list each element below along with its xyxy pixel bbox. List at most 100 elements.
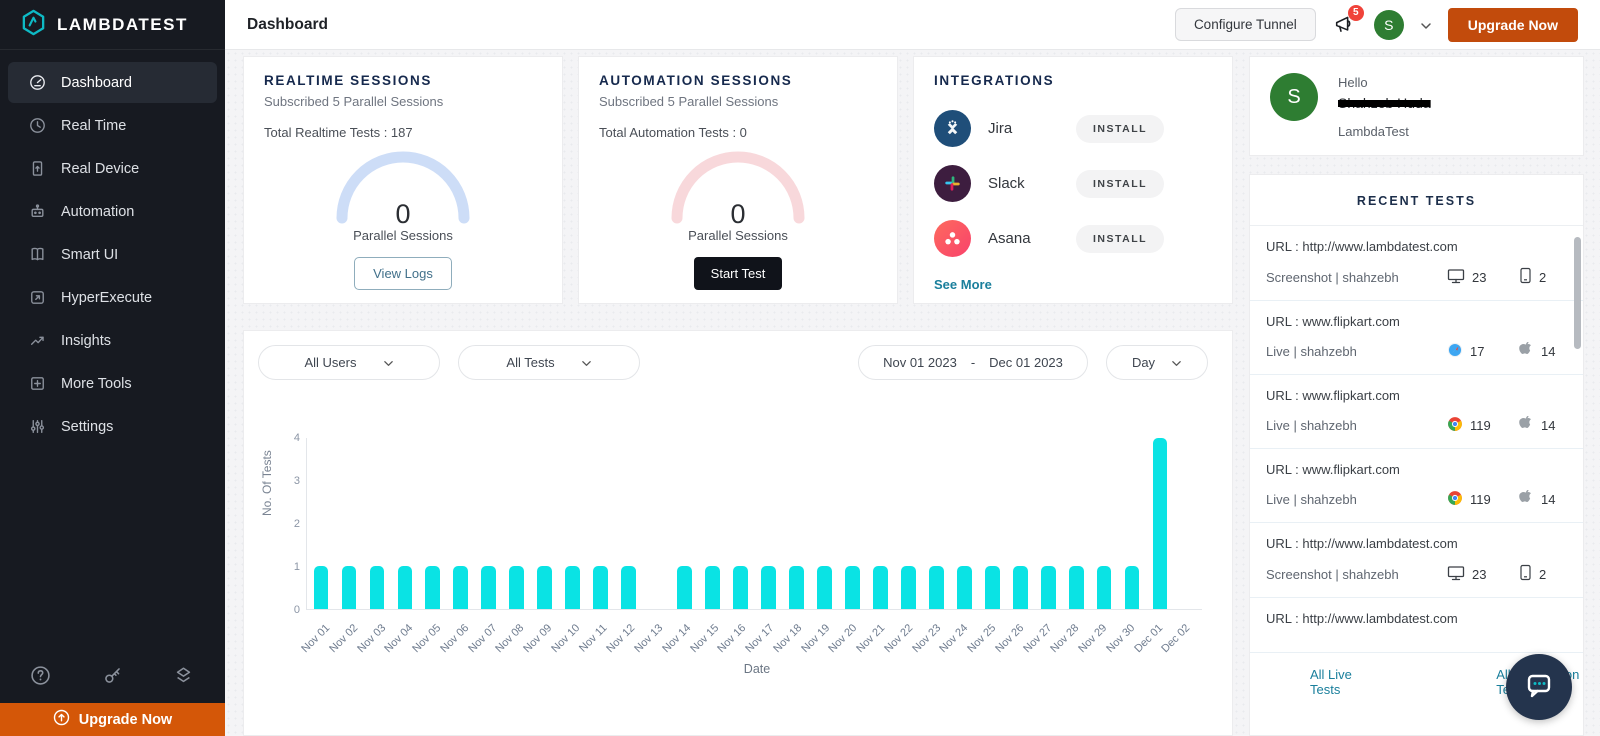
- user-name-redacted: Shahzeb Huda: [1338, 94, 1431, 111]
- avatar[interactable]: S: [1373, 9, 1404, 40]
- book-icon: [28, 246, 46, 264]
- bar-nov-26: [1010, 438, 1030, 609]
- chevron-down-icon[interactable]: [1420, 19, 1432, 31]
- arrow-up-circle-icon: [53, 709, 70, 730]
- see-more-link[interactable]: See More: [934, 277, 992, 292]
- integration-row: Jira INSTALL: [934, 110, 1212, 147]
- sidebar-item-smart-ui[interactable]: Smart UI: [8, 234, 217, 275]
- stat-value: 23: [1472, 269, 1487, 285]
- bar-nov-08: [507, 438, 527, 609]
- announcements-button[interactable]: 5: [1332, 4, 1364, 38]
- bar-nov-12: [619, 438, 639, 609]
- sidebar-item-label: Real Time: [61, 117, 127, 134]
- sidebar-item-label: HyperExecute: [61, 289, 153, 306]
- card-title: REALTIME SESSIONS: [264, 73, 432, 88]
- all-live-tests-link[interactable]: All Live Tests: [1310, 667, 1352, 697]
- chat-widget-button[interactable]: [1506, 654, 1572, 720]
- x-axis-title: Date: [743, 662, 771, 676]
- bar-nov-02: [339, 438, 359, 609]
- recent-test-row[interactable]: URL : http://www.lambdatest.com Screensh…: [1250, 523, 1583, 598]
- bar-nov-23: [926, 438, 946, 609]
- bar-nov-11: [591, 438, 611, 609]
- bar-nov-05: [423, 438, 443, 609]
- scrollbar-thumb[interactable]: [1574, 237, 1581, 349]
- bar-nov-14: [675, 438, 695, 609]
- recent-test-row[interactable]: URL : http://www.lambdatest.com: [1250, 598, 1583, 653]
- bar-nov-28: [1066, 438, 1086, 609]
- sidebar-item-real-time[interactable]: Real Time: [8, 105, 217, 146]
- recent-test-meta: Screenshot | shahzebh: [1266, 269, 1399, 285]
- integrations-card: INTEGRATIONS Jira INSTALL Slack INSTALL …: [913, 56, 1233, 304]
- asana-icon: [934, 220, 971, 257]
- integration-row: Asana INSTALL: [934, 220, 1212, 257]
- recent-tests-title: RECENT TESTS: [1250, 175, 1583, 226]
- recent-test-row[interactable]: URL : www.flipkart.com Live | shahzebh 1…: [1250, 375, 1583, 449]
- notification-badge: 5: [1347, 4, 1364, 21]
- x-axis-labels: Nov 01 Nov 02 Nov 03 Nov 04 Nov 05 Nov 06 Nov …: [299, 610, 1202, 662]
- card-title: INTEGRATIONS: [934, 73, 1055, 88]
- chrome-icon: [1447, 416, 1463, 435]
- recent-test-row[interactable]: URL : http://www.lambdatest.com Screensh…: [1250, 226, 1583, 301]
- date-range-picker[interactable]: Nov 01 2023 - Dec 01 2023: [858, 345, 1088, 380]
- recent-test-url: URL : http://www.lambdatest.com: [1266, 239, 1458, 254]
- bar-nov-29: [1094, 438, 1114, 609]
- mobile-icon: [1519, 564, 1532, 584]
- tests-chart-card: All Users All Tests Nov 01 2023 - Dec 01…: [243, 330, 1233, 736]
- configure-tunnel-button[interactable]: Configure Tunnel: [1174, 8, 1316, 41]
- sidebar-item-dashboard[interactable]: Dashboard: [8, 62, 217, 103]
- stat-value: 2: [1539, 566, 1547, 582]
- all-users-dropdown[interactable]: All Users: [258, 345, 440, 380]
- y-axis-ticks: 0 1 2 3 4: [268, 432, 300, 616]
- greeting: Hello: [1338, 75, 1368, 90]
- recent-test-meta: Live | shahzebh: [1266, 418, 1357, 433]
- stat-value: 14: [1541, 418, 1556, 433]
- sidebar-item-real-device[interactable]: Real Device: [8, 148, 217, 189]
- card-subtitle: Subscribed 5 Parallel Sessions: [264, 94, 444, 109]
- bar-nov-20: [842, 438, 862, 609]
- bar-nov-18: [786, 438, 806, 609]
- plus-square-icon: [28, 375, 46, 393]
- recent-test-url: URL : http://www.lambdatest.com: [1266, 611, 1458, 626]
- card-title: AUTOMATION SESSIONS: [599, 73, 793, 88]
- upgrade-now-button[interactable]: Upgrade Now: [1447, 7, 1578, 42]
- key-icon[interactable]: [102, 665, 124, 687]
- install-button[interactable]: INSTALL: [1076, 224, 1165, 253]
- install-button[interactable]: INSTALL: [1076, 169, 1165, 198]
- start-test-button[interactable]: Start Test: [693, 257, 783, 290]
- sidebar-item-hyperexecute[interactable]: HyperExecute: [8, 277, 217, 318]
- recent-test-row[interactable]: URL : www.flipkart.com Live | shahzebh 1…: [1250, 301, 1583, 375]
- bar-nov-01: [311, 438, 331, 609]
- install-button[interactable]: INSTALL: [1076, 114, 1165, 143]
- recent-tests-card: RECENT TESTS URL : http://www.lambdatest…: [1249, 174, 1584, 736]
- bar-dec-01: [1150, 438, 1170, 609]
- sidebar-item-more-tools[interactable]: More Tools: [8, 363, 217, 404]
- bar-nov-07: [479, 438, 499, 609]
- sidebar-item-insights[interactable]: Insights: [8, 320, 217, 361]
- all-tests-dropdown[interactable]: All Tests: [458, 345, 640, 380]
- realtime-sessions-card: REALTIME SESSIONS Subscribed 5 Parallel …: [243, 56, 563, 304]
- chevron-down-icon: [383, 357, 394, 368]
- bar-nov-04: [395, 438, 415, 609]
- switch-icon[interactable]: [173, 665, 195, 687]
- recent-test-meta: Live | shahzebh: [1266, 492, 1357, 507]
- x-tick-label: Nov 01: [299, 622, 333, 656]
- stat-value: 119: [1470, 418, 1491, 433]
- stat-value: 14: [1541, 344, 1556, 359]
- automation-sessions-card: AUTOMATION SESSIONS Subscribed 5 Paralle…: [578, 56, 898, 304]
- sliders-icon: [28, 418, 46, 436]
- y-tick-label: 2: [293, 518, 300, 530]
- sidebar-item-label: Real Device: [61, 160, 140, 177]
- logo[interactable]: LAMBDATEST: [0, 0, 225, 50]
- sidebar-item-automation[interactable]: Automation: [8, 191, 217, 232]
- help-icon[interactable]: [30, 665, 52, 687]
- granularity-dropdown[interactable]: Day: [1106, 345, 1208, 380]
- sidebar-item-settings[interactable]: Settings: [8, 406, 217, 447]
- mobile-icon: [1519, 267, 1532, 287]
- recent-test-row[interactable]: URL : www.flipkart.com Live | shahzebh 1…: [1250, 449, 1583, 523]
- recent-test-meta: Live | shahzebh: [1266, 344, 1357, 359]
- topbar: Dashboard Configure Tunnel 5 S Upgrade N…: [225, 0, 1600, 50]
- recent-test-url: URL : www.flipkart.com: [1266, 462, 1400, 477]
- sidebar-upgrade-button[interactable]: Upgrade Now: [0, 703, 225, 736]
- apple-icon: [1519, 341, 1534, 361]
- view-logs-button[interactable]: View Logs: [354, 257, 452, 290]
